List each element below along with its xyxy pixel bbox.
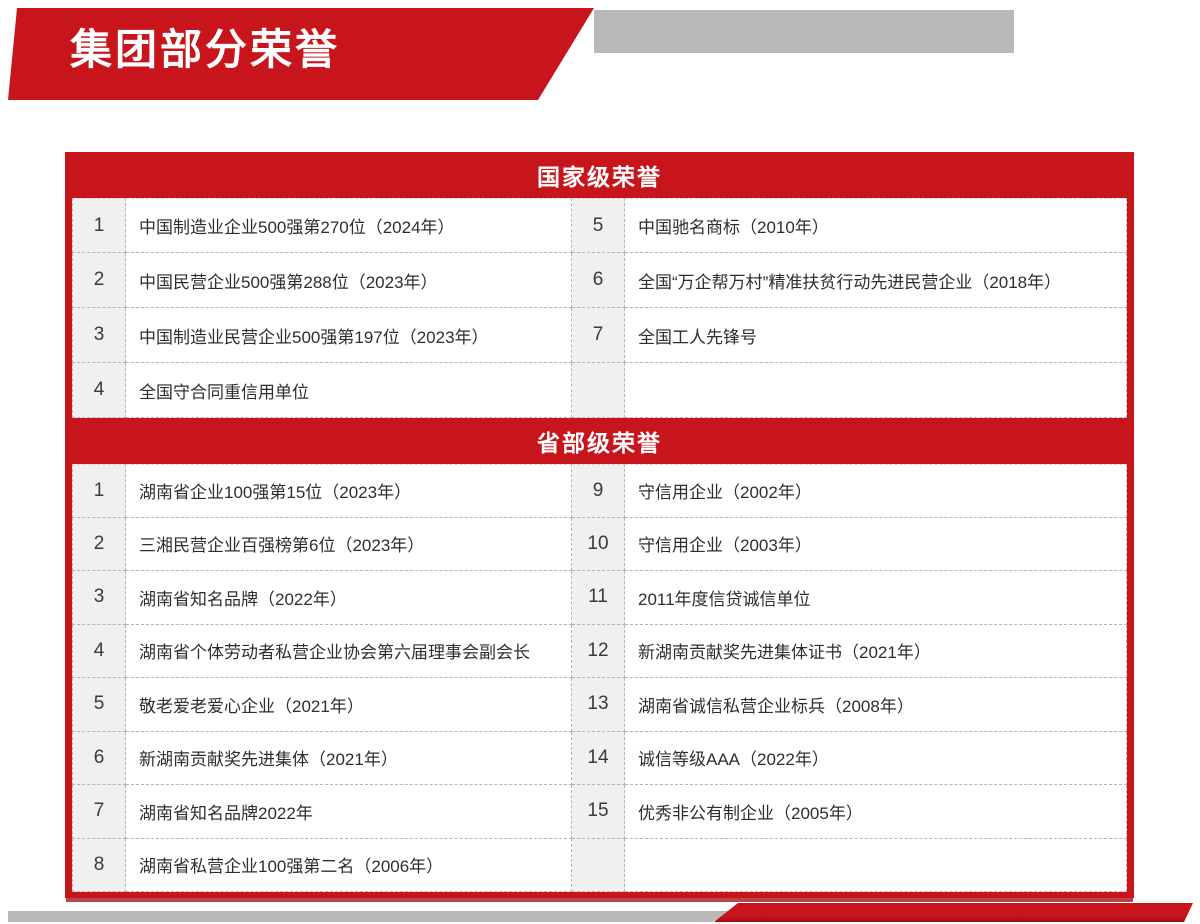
honors-table: 1 湖南省企业100强第15位（2023年） 9 守信用企业（2002年） 2 三湘民营企… bbox=[72, 464, 1127, 892]
honor-number: 14 bbox=[572, 731, 625, 785]
honor-number bbox=[572, 838, 625, 892]
honor-text: 2011年度信贷诚信单位 bbox=[625, 571, 1127, 625]
honor-number: 9 bbox=[572, 464, 625, 518]
honor-number: 6 bbox=[572, 253, 625, 308]
honor-text: 新湖南贡献奖先进集体（2021年） bbox=[126, 731, 572, 785]
honor-number: 4 bbox=[72, 624, 126, 678]
honor-number: 4 bbox=[72, 363, 126, 418]
honor-text: 湖南省诚信私营企业标兵（2008年） bbox=[625, 678, 1127, 732]
footer-red-strip bbox=[714, 903, 1193, 922]
honor-number: 15 bbox=[572, 785, 625, 839]
section-title: 省部级荣誉 bbox=[537, 430, 662, 456]
honor-text bbox=[625, 838, 1127, 892]
honor-text: 新湖南贡献奖先进集体证书（2021年） bbox=[625, 624, 1127, 678]
header-gray-strip bbox=[594, 10, 1014, 53]
honor-number: 6 bbox=[72, 731, 126, 785]
honor-number: 3 bbox=[72, 571, 126, 625]
honor-text: 湖南省私营企业100强第二名（2006年） bbox=[126, 838, 572, 892]
honor-number: 2 bbox=[72, 517, 126, 571]
honor-text: 三湘民营企业百强榜第6位（2023年） bbox=[126, 517, 572, 571]
honor-text: 湖南省个体劳动者私营企业协会第六届理事会副会长 bbox=[126, 624, 572, 678]
honor-text: 全国守合同重信用单位 bbox=[126, 363, 572, 418]
honor-text: 湖南省知名品牌2022年 bbox=[126, 785, 572, 839]
honor-text bbox=[625, 363, 1127, 418]
honor-text: 湖南省知名品牌（2022年） bbox=[126, 571, 572, 625]
honor-text: 中国制造业企业500强第270位（2024年） bbox=[126, 198, 572, 253]
honors-panel: 国家级荣誉 1 中国制造业企业500强第270位（2024年） 5 中国驰名商标（201… bbox=[65, 152, 1134, 898]
honor-text: 中国制造业民营企业500强第197位（2023年） bbox=[126, 308, 572, 363]
honor-number: 10 bbox=[572, 517, 625, 571]
honor-text: 优秀非公有制企业（2005年） bbox=[625, 785, 1127, 839]
honor-number: 7 bbox=[572, 308, 625, 363]
honor-text: 守信用企业（2003年） bbox=[625, 517, 1127, 571]
honor-number: 7 bbox=[72, 785, 126, 839]
page-title: 集团部分荣誉 bbox=[70, 25, 341, 73]
honor-text: 守信用企业（2002年） bbox=[625, 464, 1127, 518]
honor-number: 11 bbox=[572, 571, 625, 625]
honor-text: 中国驰名商标（2010年） bbox=[625, 198, 1127, 253]
honor-number bbox=[572, 363, 625, 418]
honor-number: 5 bbox=[72, 678, 126, 732]
section-title: 国家级荣誉 bbox=[537, 164, 662, 190]
honor-text: 诚信等级AAA（2022年） bbox=[625, 731, 1127, 785]
footer-gray-strip bbox=[8, 911, 736, 922]
honor-number: 2 bbox=[72, 253, 126, 308]
honor-text: 全国工人先锋号 bbox=[625, 308, 1127, 363]
honor-number: 5 bbox=[572, 198, 625, 253]
honor-number: 12 bbox=[572, 624, 625, 678]
honor-number: 13 bbox=[572, 678, 625, 732]
honor-number: 3 bbox=[72, 308, 126, 363]
honor-number: 8 bbox=[72, 838, 126, 892]
honor-number: 1 bbox=[72, 198, 126, 253]
honors-table: 1 中国制造业企业500强第270位（2024年） 5 中国驰名商标（2010年） 2 中… bbox=[72, 198, 1127, 418]
honor-number: 1 bbox=[72, 464, 126, 518]
honor-text: 敬老爱老爱心企业（2021年） bbox=[126, 678, 572, 732]
honor-text: 中国民营企业500强第288位（2023年） bbox=[126, 253, 572, 308]
title-banner bbox=[8, 8, 594, 100]
honor-text: 全国“万企帮万村”精准扶贫行动先进民营企业（2018年） bbox=[625, 253, 1127, 308]
honor-text: 湖南省企业100强第15位（2023年） bbox=[126, 464, 572, 518]
